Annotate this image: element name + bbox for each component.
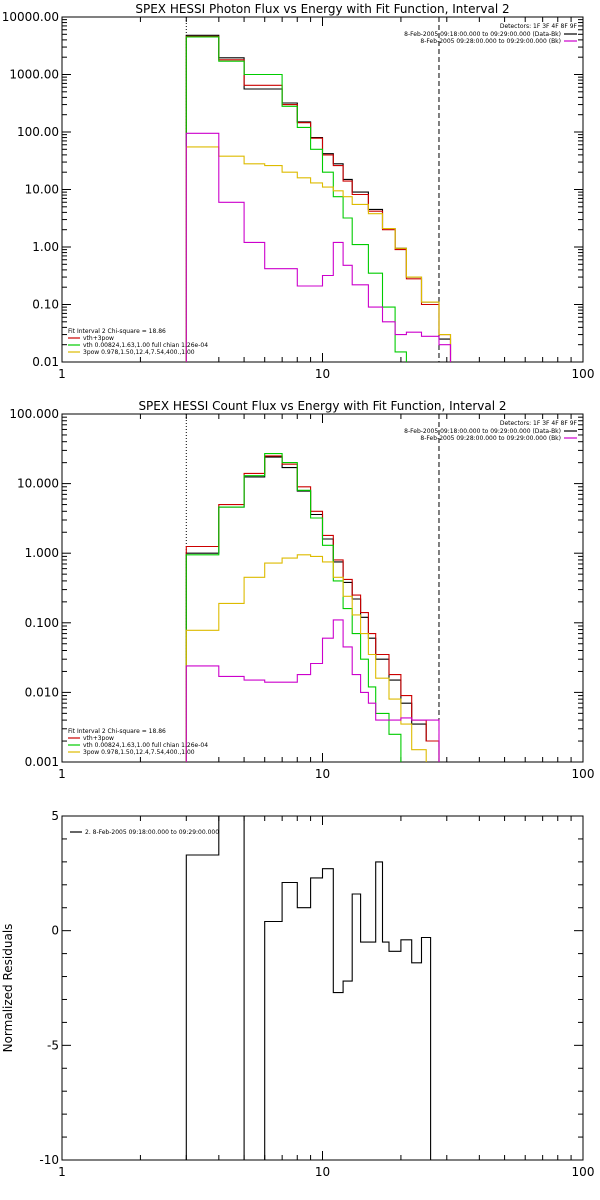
residual-legend-label: 2. 8-Feb-2005 09:18:00.000 to 09:29:00.0…: [85, 829, 219, 836]
detectors-label: Detectors: 1F 3F 4F 8F 9F: [500, 420, 578, 427]
fit-legend-title: Fit Interval 2 Chi-square = 18.86: [68, 328, 166, 335]
series-vth: [185, 36, 452, 362]
chart-title: SPEX HESSI Count Flux vs Energy with Fit…: [138, 399, 506, 413]
fit-legend-label: vth 0.00824,1.63,1.00 full chian 1.26e-0…: [83, 742, 208, 749]
fit-legend-label: vth 0.00824,1.63,1.00 full chian 1.26e-0…: [83, 342, 208, 349]
series-3pow: [185, 554, 427, 762]
series-vth: [185, 453, 413, 762]
y-tick-label: 10.00: [25, 183, 59, 197]
x-tick-label: 1: [58, 1165, 66, 1179]
y-tick-label: 5: [51, 809, 59, 823]
y-tick-label: 0.100: [25, 616, 59, 630]
y-tick-label: 1.00: [32, 240, 59, 254]
y-tick-label: 1.000: [25, 546, 59, 560]
x-tick-label: 100: [572, 1165, 595, 1179]
y-tick-label: 10.000: [17, 477, 59, 491]
fit-legend-label: 3pow 0.978,1.50,12.4,7.54,400.,1.00: [83, 349, 195, 356]
x-tick-label: 10: [315, 367, 330, 381]
series-group: [185, 453, 440, 762]
header-legend-label: 8-Feb-2005 09:28:00.000 to 09:29:00.000 …: [420, 38, 561, 45]
chart-title: SPEX HESSI Photon Flux vs Energy with Fi…: [135, 2, 509, 16]
x-tick-label: 1: [58, 367, 66, 381]
header-legend-label: 8-Feb-2005 09:18:00.000 to 09:29:00.000 …: [404, 428, 561, 435]
y-tick-label: 1000.00: [9, 68, 59, 82]
series-bk: [185, 132, 452, 362]
fit-legend-label: vth+3pow: [83, 735, 114, 742]
series-3pow: [185, 146, 452, 362]
y-tick-label: 100.000: [9, 407, 59, 421]
series-data-bk: [185, 34, 452, 362]
fit-legend-title: Fit Interval 2 Chi-square = 18.86: [68, 728, 166, 735]
count-flux-panel: SPEX HESSI Count Flux vs Energy with Fit…: [9, 399, 594, 781]
plot-frame: [61, 815, 584, 1161]
series-group: [185, 816, 432, 1160]
x-tick-label: 10: [315, 767, 330, 781]
detectors-label: Detectors: 1F 3F 4F 8F 9F: [500, 23, 578, 30]
x-tick-label: 100: [572, 367, 595, 381]
y-tick-label: 10000.00: [2, 10, 59, 24]
residuals-panel: 1 10 100 5 0 -5 -10 Normalized Residuals 2. 8-Fe…: [1, 809, 594, 1179]
x-tick-label: 10: [315, 1165, 330, 1179]
header-legend-label: 8-Feb-2005 09:28:00.000 to 09:29:00.000 …: [420, 435, 561, 442]
y-axis-label: Normalized Residuals: [1, 924, 15, 1053]
y-tick-label: -5: [47, 1038, 59, 1052]
plot-frame: [61, 413, 584, 763]
y-tick-label: 0.001: [25, 755, 59, 769]
plot-frame: [61, 16, 584, 363]
fit-legend-label: 3pow 0.978,1.50,12.4,7.54,400.,1.00: [83, 749, 195, 756]
series-bk: [185, 619, 440, 762]
x-tick-label: 100: [572, 767, 595, 781]
y-tick-label: 0.10: [32, 298, 59, 312]
header-legend-label: 8-Feb-2005 09:18:00.000 to 09:29:00.000 …: [404, 31, 561, 38]
y-tick-label: 0.01: [32, 355, 59, 369]
x-tick-label: 1: [58, 767, 66, 781]
series-residuals: [185, 816, 432, 1160]
fit-legend-label: vth+3pow: [83, 335, 114, 342]
y-tick-label: 0: [51, 924, 59, 938]
y-tick-label: 100.00: [17, 125, 59, 139]
photon-flux-panel: SPEX HESSI Photon Flux vs Energy with Fi…: [2, 2, 595, 381]
series-vth-3pow: [185, 35, 452, 362]
series-group: [185, 34, 452, 362]
y-tick-label: -10: [39, 1153, 59, 1167]
y-tick-label: 0.010: [25, 685, 59, 699]
